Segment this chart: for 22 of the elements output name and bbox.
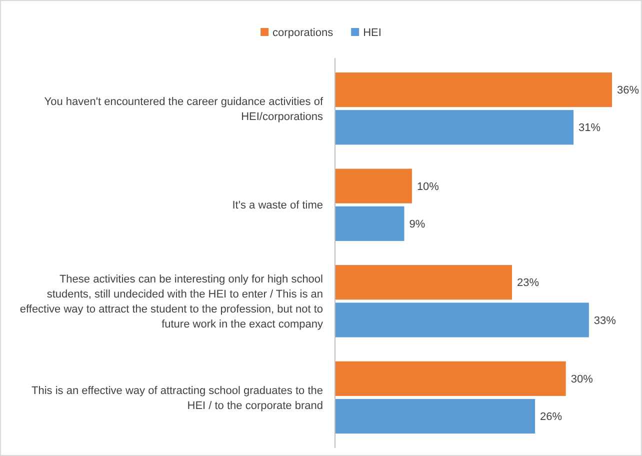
y-tick-label: This is an effective way of attracting school graduates to the HEI / to the corporate brand bbox=[32, 384, 323, 412]
bar bbox=[335, 398, 536, 434]
data-label: 10% bbox=[416, 180, 440, 193]
data-label: 9% bbox=[409, 218, 426, 231]
bar bbox=[335, 110, 574, 145]
data-label: 30% bbox=[570, 373, 594, 386]
data-label: 31% bbox=[578, 122, 601, 134]
y-tick-label: It's a waste of time bbox=[232, 200, 323, 212]
bar bbox=[335, 265, 512, 300]
data-label: 33% bbox=[594, 314, 616, 327]
data-label: 26% bbox=[540, 411, 562, 424]
bar bbox=[335, 206, 404, 241]
y-tick-label: These activities can be interesting only for high school students, still undecided with the HEI to enter / This is an effective way to attract the student to the profession, but not to future work in the exact company bbox=[20, 274, 324, 330]
bar bbox=[335, 302, 589, 338]
legend-label: HEI bbox=[363, 26, 382, 39]
bar bbox=[335, 168, 412, 204]
y-tick-label: You haven't encountered the career guidance activities of HEI/corporations bbox=[44, 96, 324, 123]
bar bbox=[335, 361, 566, 396]
data-label: 36% bbox=[617, 84, 640, 97]
bar bbox=[335, 72, 612, 108]
legend-label: corporations bbox=[272, 26, 334, 39]
data-label: 23% bbox=[516, 277, 540, 290]
